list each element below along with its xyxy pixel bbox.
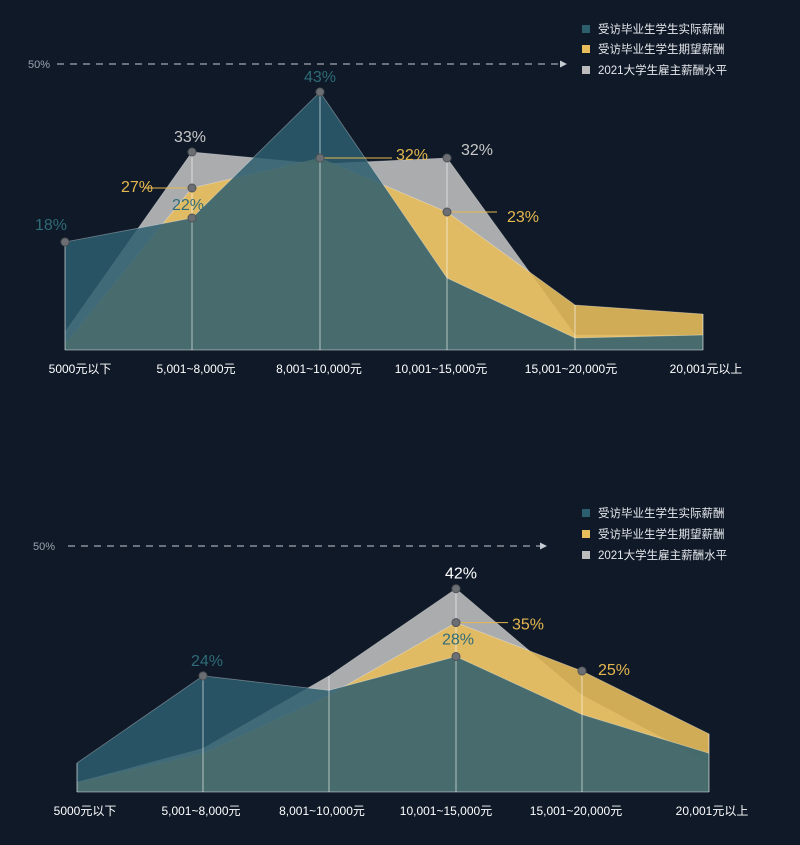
data-label: 22%	[172, 197, 204, 214]
chart-panel-2: 50% 5000元以下 5,001~8,000元 8,001~10,000元 10,00…	[33, 506, 748, 818]
data-label: 42%	[445, 566, 477, 583]
legend-label: 2021大学生雇主薪酬水平	[598, 548, 727, 562]
data-point-marker	[60, 237, 70, 247]
data-point-marker	[577, 666, 587, 676]
x-tick-label: 8,001~10,000元	[276, 362, 362, 376]
data-point-marker	[187, 183, 197, 193]
data-label: 28%	[442, 631, 474, 648]
data-point-marker	[315, 153, 325, 163]
legend-swatch-actual	[582, 509, 590, 517]
x-tick-label: 20,001元以上	[676, 804, 749, 818]
reference-label: 50%	[33, 541, 55, 553]
x-tick-label: 15,001~20,000元	[525, 362, 617, 376]
data-label: 32%	[396, 147, 428, 164]
data-point-marker	[451, 651, 461, 661]
series-line-actual	[64, 91, 704, 339]
data-point-marker	[187, 147, 197, 157]
chart-panel-1: 50% 5000元以下 5,001~8,000元 8,001~10,000元 10,00…	[28, 22, 742, 376]
legend-swatch-employer	[582, 66, 590, 74]
legend-swatch-expected	[582, 45, 590, 53]
data-label: 33%	[174, 129, 206, 146]
area-series-actual	[77, 656, 709, 792]
reference-arrow-icon	[540, 542, 547, 550]
x-tick-label: 5,001~8,000元	[156, 362, 235, 376]
data-point-marker	[187, 213, 197, 223]
x-tick-label: 5000元以下	[49, 362, 112, 376]
data-label: 35%	[512, 617, 544, 634]
data-point-marker	[442, 207, 452, 217]
data-point-marker	[451, 618, 461, 628]
x-tick-label: 5000元以下	[54, 804, 117, 818]
data-label: 25%	[598, 662, 630, 679]
x-tick-label: 20,001元以上	[670, 362, 743, 376]
legend-label: 受访毕业生学生实际薪酬	[598, 506, 725, 520]
legend-label: 受访毕业生学生期望薪酬	[598, 527, 725, 541]
data-point-marker	[315, 87, 325, 97]
legend-label: 受访毕业生学生期望薪酬	[598, 42, 725, 56]
data-label: 43%	[304, 69, 336, 86]
data-point-marker	[451, 584, 461, 594]
reference-arrow-icon	[560, 60, 567, 68]
legend-label: 2021大学生雇主薪酬水平	[598, 63, 727, 77]
data-label: 18%	[35, 217, 67, 234]
x-tick-label: 15,001~20,000元	[530, 804, 622, 818]
legend-swatch-expected	[582, 530, 590, 538]
legend-label: 受访毕业生学生实际薪酬	[598, 22, 725, 36]
x-tick-label: 10,001~15,000元	[400, 804, 492, 818]
data-point-marker	[442, 153, 452, 163]
x-tick-label: 5,001~8,000元	[161, 804, 240, 818]
data-point-marker	[198, 671, 208, 681]
x-tick-label: 8,001~10,000元	[279, 804, 365, 818]
data-label: 32%	[461, 142, 493, 159]
data-label: 24%	[191, 653, 223, 670]
data-label: 23%	[507, 209, 539, 226]
legend-swatch-actual	[582, 25, 590, 33]
x-tick-label: 10,001~15,000元	[395, 362, 487, 376]
area-series-actual	[65, 92, 703, 350]
data-label: 27%	[121, 179, 153, 196]
reference-label: 50%	[28, 59, 50, 71]
legend-swatch-employer	[582, 551, 590, 559]
series-line-actual	[76, 656, 710, 764]
